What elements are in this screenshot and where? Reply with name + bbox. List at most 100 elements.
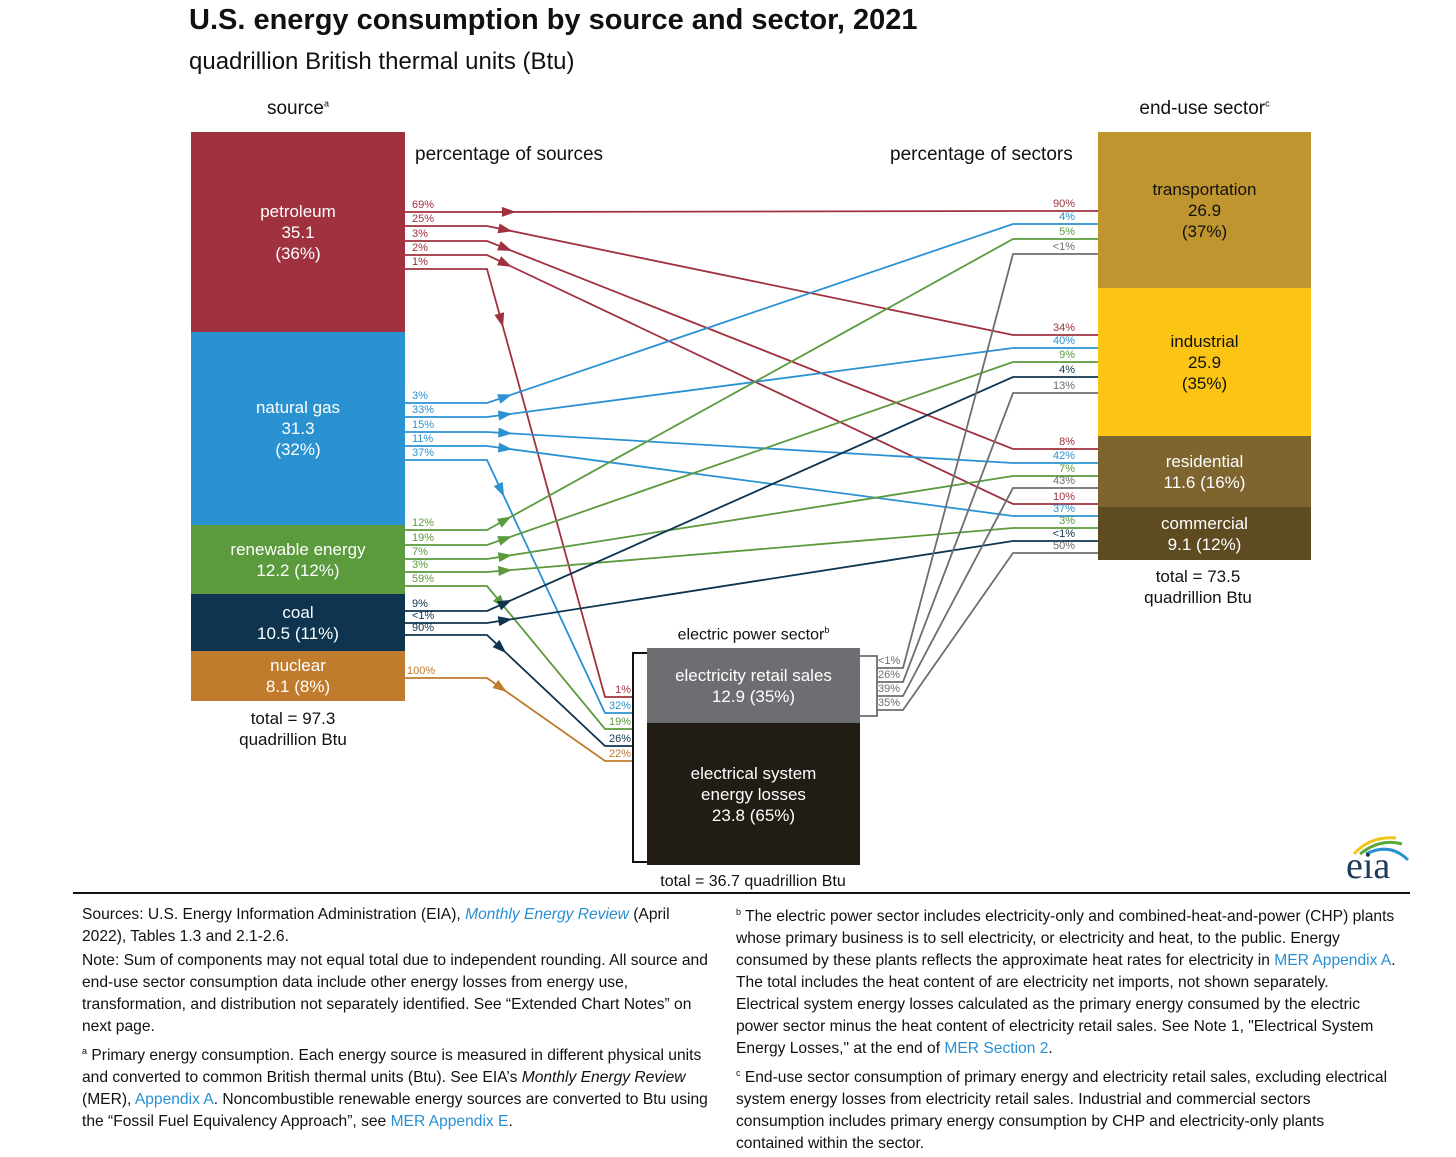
flow-line-natural_gas-to-industrial <box>405 347 1098 418</box>
footnote-text: End-use sector consumption of primary en… <box>736 1069 1388 1153</box>
retail-output-bracket <box>860 655 878 717</box>
footnote-link[interactable]: MER Section 2 <box>944 1040 1049 1058</box>
chart-subtitle: quadrillion British thermal units (Btu) <box>189 48 575 75</box>
percentage-of-sources-label: percentage of sources <box>415 144 604 165</box>
sector-percent-label: 3% <box>1059 515 1075 527</box>
sector-box-industrial: industrial 25.9 (35%) <box>1098 288 1311 436</box>
retail-out-percent: 39% <box>878 683 901 695</box>
footnote-text: . <box>508 1113 513 1131</box>
flow-line-petroleum-to-transportation <box>405 210 1098 213</box>
sector-name: transportation <box>1152 179 1257 199</box>
sector-percent-label: 90% <box>1052 198 1075 210</box>
sector-percent-label: 42% <box>1052 450 1075 462</box>
sector-percent-label: 4% <box>1059 211 1075 223</box>
flow-lines <box>405 206 1098 863</box>
sector-box-transportation: transportation 26.9 (37%) <box>1098 132 1311 288</box>
eia-logo-text: eia <box>1346 845 1391 887</box>
source-percent-label: 3% <box>412 228 428 240</box>
chart-title: U.S. energy consumption by source and se… <box>189 4 918 36</box>
footnote-link[interactable]: MER Appendix E <box>390 1113 509 1131</box>
sector-box-residential: residential 11.6 (16%) <box>1098 436 1311 507</box>
source-percent-label: <1% <box>412 610 435 622</box>
source-value: 8.1 (8%) <box>265 677 331 696</box>
electric-in-percent-label: 32% <box>608 700 631 712</box>
sector-header: end-use sectorc <box>1098 98 1311 120</box>
sector-total: total = 73.5 quadrillion Btu <box>1098 566 1298 608</box>
source-percent-label: 3% <box>412 559 428 571</box>
footnote-text: c <box>736 1068 741 1079</box>
source-name: nuclear <box>270 656 326 675</box>
flow-line-renewable-to-commercial <box>405 527 1098 573</box>
electric-power-header: electric power sectorb <box>647 625 860 644</box>
sector-name: residential <box>1165 451 1244 471</box>
source-percent-label: 90% <box>412 622 435 634</box>
source-percent-label: 37% <box>412 447 435 459</box>
footnote-link[interactable]: Monthly Energy Review <box>465 906 629 923</box>
flow-line-coal-to-electric <box>405 634 633 747</box>
footnote-text: . The total includes the heat content of… <box>736 952 1396 1058</box>
electric-input-bracket <box>632 652 647 863</box>
source-percent-label: 12% <box>412 517 435 529</box>
footnote-marker: a <box>324 98 330 109</box>
sector-percent-label: 4% <box>1059 364 1075 376</box>
source-name: natural gas <box>255 398 341 417</box>
flow-arrow-icon <box>497 616 513 627</box>
flow-line-renewable-to-transportation <box>405 238 1098 531</box>
footnote: Note: Sum of components may not equal to… <box>82 950 712 1038</box>
sector-total-unit: quadrillion Btu <box>1144 588 1252 607</box>
flow-arrow-icon <box>497 394 513 404</box>
sector-percent: (35%) <box>1181 373 1228 393</box>
source-percent-label: 59% <box>412 573 435 585</box>
source-percent: (36%) <box>275 243 321 263</box>
footnote-link[interactable]: Appendix A <box>134 1091 214 1109</box>
electric-in-percent-label: 1% <box>615 684 631 696</box>
flow-line-petroleum-to-industrial <box>405 225 1098 336</box>
flow-line-natural_gas-to-electric <box>405 459 633 714</box>
source-percent-label: 100% <box>407 665 436 677</box>
flow-line-natural_gas-to-transportation <box>405 223 1098 404</box>
sector-percent-label: 7% <box>1059 463 1075 475</box>
flow-line-renewable-to-industrial <box>405 361 1098 546</box>
footnote-text: (MER), <box>82 1091 135 1109</box>
retail-out-percent: 35% <box>878 697 901 709</box>
flow-arrow-icon <box>492 679 507 692</box>
source-box-nuclear: nuclear 8.1 (8%) <box>191 651 405 701</box>
source-total: total = 97.3 quadrillion Btu <box>191 708 395 750</box>
footnote-marker: b <box>824 625 830 635</box>
source-name: coal <box>282 602 314 622</box>
eia-logo: eia <box>1340 832 1415 887</box>
sector-percent-label: 43% <box>1052 475 1075 487</box>
footnote-text: . Noncombustible renewable energy source… <box>82 1091 708 1131</box>
footnote-marker: c <box>1265 98 1270 109</box>
electric-power-header-label: electric power sector <box>677 626 825 644</box>
flow-arrow-icon <box>497 442 513 453</box>
footnotes-right: b The electric power sector includes ele… <box>736 901 1396 1157</box>
electric-in-percent-label: 19% <box>608 716 631 728</box>
sector-percent-label: <1% <box>1052 241 1075 253</box>
footnote-link[interactable]: MER Appendix A <box>1274 952 1392 970</box>
electric-in-percent-label: 22% <box>608 748 631 760</box>
source-box-petroleum: petroleum 35.1 (36%) <box>191 132 405 332</box>
footnote-text: Note: Sum of components may not equal to… <box>82 952 708 1035</box>
sector-percent-label: 9% <box>1059 349 1075 361</box>
sector-value: 11.6 (16%) <box>1163 472 1246 492</box>
sector-percent-label: 8% <box>1059 436 1075 448</box>
flow-line-natural_gas-to-commercial <box>405 445 1098 517</box>
losses-name: electrical system <box>690 763 817 783</box>
source-total-unit: quadrillion Btu <box>239 730 347 749</box>
losses-name-2: energy losses <box>701 784 806 804</box>
sector-percent-label: 5% <box>1059 226 1075 238</box>
flow-arrow-icon <box>492 639 507 654</box>
sector-box-commercial: commercial 9.1 (12%) <box>1098 507 1311 560</box>
source-box-natural-gas: natural gas 31.3 (32%) <box>191 332 405 525</box>
sector-header-label: end-use sector <box>1139 98 1266 119</box>
flow-line-retail-to-residential <box>877 487 1098 697</box>
flow-arrow-icon <box>494 312 505 328</box>
source-percent-label: 7% <box>412 546 428 558</box>
source-percent-label: 19% <box>412 532 435 544</box>
source-header: sourcea <box>191 98 405 120</box>
retail-out-percent: 26% <box>878 669 901 681</box>
flow-line-natural_gas-to-residential <box>405 431 1098 464</box>
electric-total: total = 36.7 quadrillion Btu <box>660 873 846 890</box>
sector-percent-label: <1% <box>1052 528 1075 540</box>
